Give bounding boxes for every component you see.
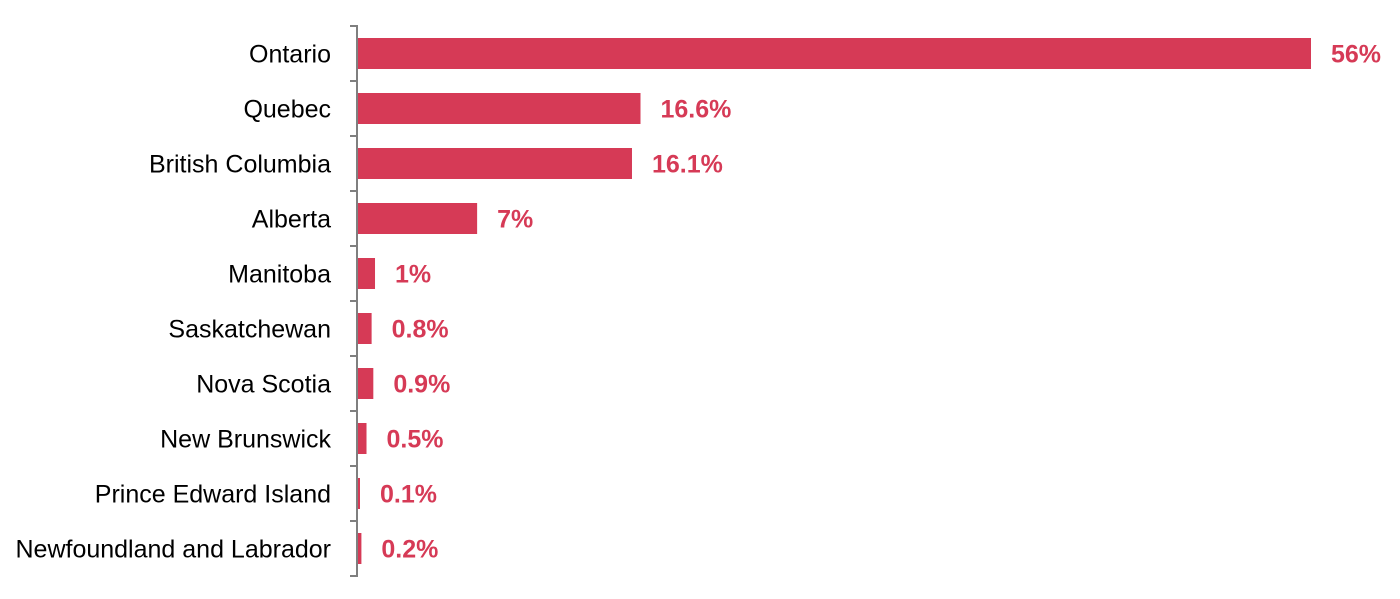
y-axis-ticks: [350, 25, 358, 577]
data-label: 0.5%: [387, 426, 444, 454]
bar: [358, 368, 374, 399]
bars-group: [358, 38, 1311, 564]
category-label: British Columbia: [149, 151, 331, 179]
data-label: 16.6%: [660, 96, 731, 124]
bar: [358, 313, 372, 344]
data-label: 56%: [1331, 41, 1381, 69]
category-label: Ontario: [249, 41, 331, 69]
category-label: Alberta: [252, 206, 331, 234]
category-label: Newfoundland and Labrador: [15, 536, 331, 564]
bar: [358, 533, 362, 564]
data-label: 0.1%: [380, 481, 437, 509]
data-label: 16.1%: [652, 151, 723, 179]
category-label: Quebec: [243, 96, 331, 124]
value-labels: 56% 16.6% 16.1% 7% 1% 0.8% 0.9% 0.5% 0.1% 0.2%: [380, 41, 1381, 564]
category-label: Prince Edward Island: [95, 481, 331, 509]
data-label: 7%: [497, 206, 533, 234]
category-label: Nova Scotia: [196, 371, 331, 399]
data-label: 0.9%: [393, 371, 450, 399]
category-label: Saskatchewan: [168, 316, 331, 344]
data-label: 0.8%: [392, 316, 449, 344]
category-labels: Ontario Quebec British Columbia Alberta Mani…: [15, 41, 331, 564]
bar: [358, 203, 478, 234]
bar: [358, 93, 641, 124]
bar: [358, 148, 632, 179]
bar: [358, 478, 360, 509]
bar: [358, 258, 376, 289]
data-label: 1%: [395, 261, 431, 289]
data-label: 0.2%: [381, 536, 438, 564]
category-label: New Brunswick: [160, 426, 331, 454]
category-label: Manitoba: [228, 261, 331, 289]
bar: [358, 38, 1311, 69]
bar: [358, 423, 367, 454]
